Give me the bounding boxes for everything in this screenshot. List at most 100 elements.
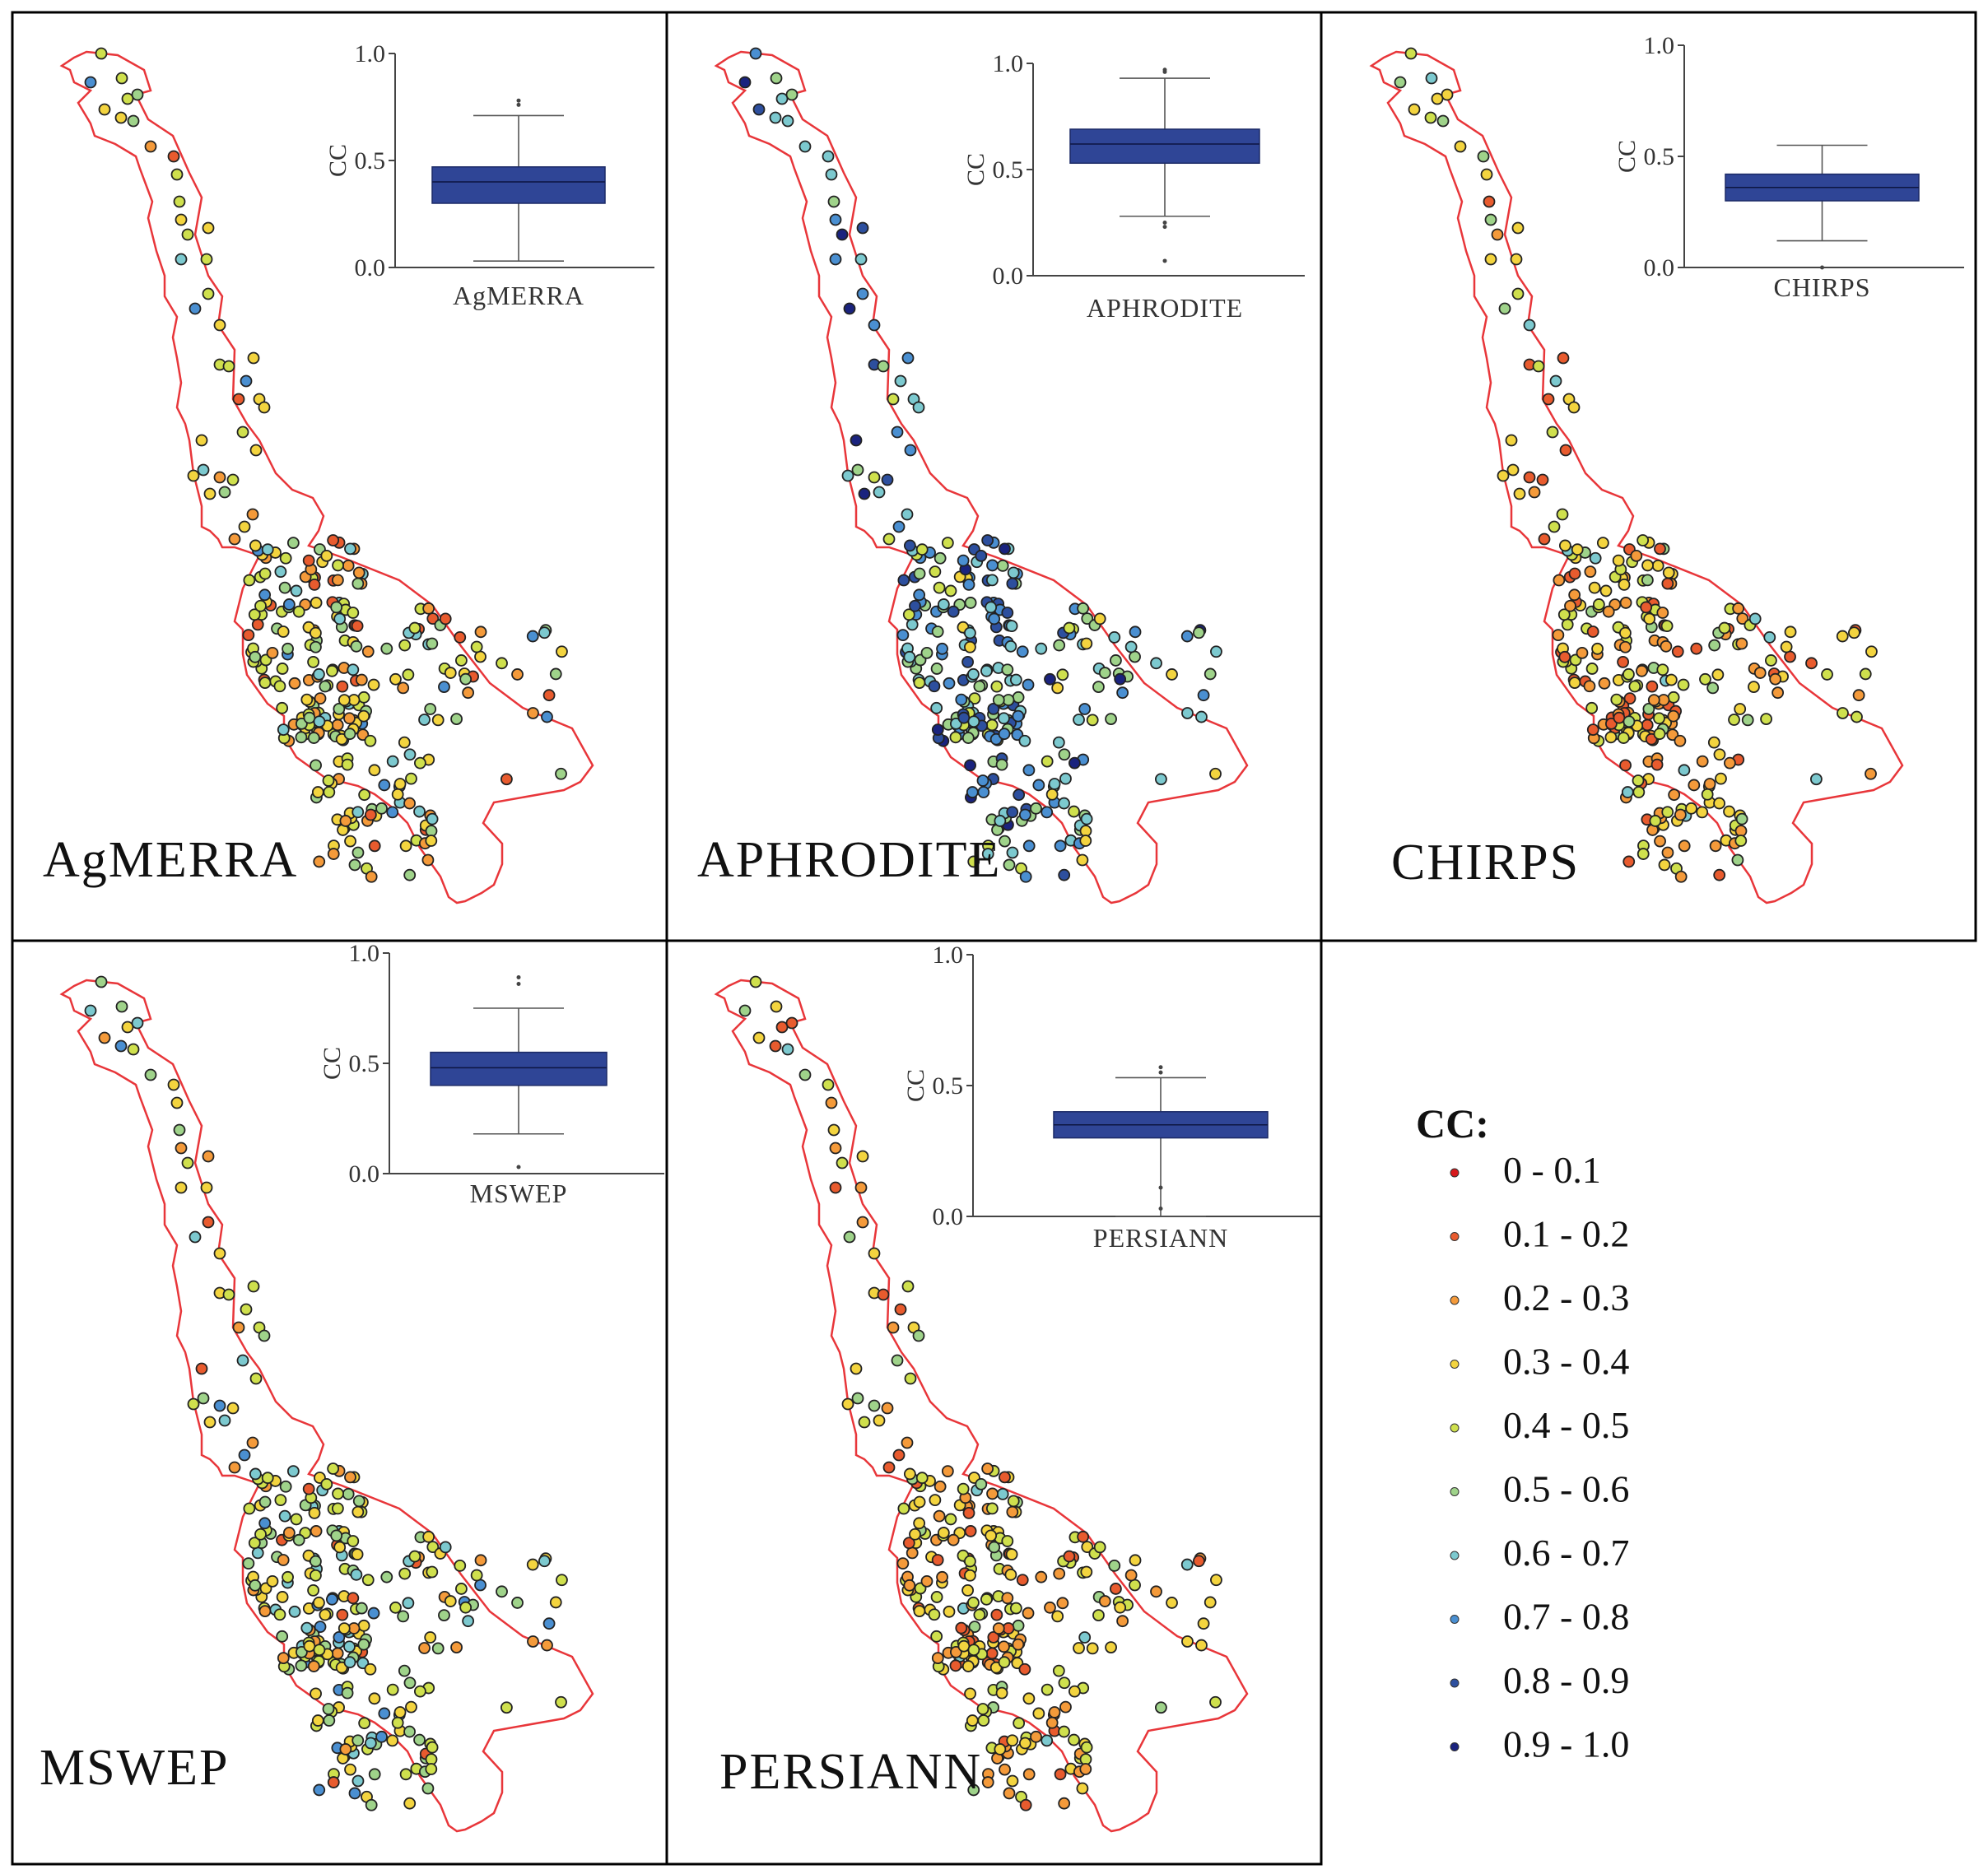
boxplot-y-label: CC (324, 144, 352, 177)
station-point (1004, 1568, 1017, 1581)
station-point (964, 1569, 976, 1582)
station-point (386, 1734, 399, 1747)
station-point (331, 1502, 344, 1515)
boxplot-y-label: CC (962, 153, 989, 186)
station-point (1561, 618, 1574, 631)
station-point (375, 1730, 388, 1743)
station-point (941, 1465, 954, 1478)
station-point (985, 1647, 999, 1660)
station-point (964, 759, 976, 772)
station-point (274, 1494, 287, 1507)
boxplot-inset: 0.0 0.5 1.0 CC PERSIANN (902, 942, 1320, 1253)
station-point (511, 1597, 524, 1609)
station-point (398, 736, 411, 749)
station-point (343, 1640, 356, 1653)
station-point (1653, 728, 1666, 741)
station-point (943, 1605, 956, 1618)
boxplot-inset: 0.0 0.5 1.0 CC CHIRPS (1613, 32, 1964, 302)
station-point (1210, 1574, 1222, 1587)
station-point (1155, 773, 1167, 786)
map-panel-chirps: 0.0 0.5 1.0 CC CHIRPS CHIRPS (1369, 32, 1964, 904)
station-point (127, 1043, 140, 1056)
map-panel-mswep: 0.0 0.5 1.0 CC MSWEP MSWEP (40, 942, 664, 1833)
station-point (1696, 755, 1709, 768)
panel-label: MSWEP (40, 1740, 229, 1796)
station-point (295, 731, 308, 744)
station-point (850, 1362, 863, 1375)
station-point (966, 786, 979, 798)
station-point (403, 1725, 416, 1738)
station-point (1041, 1683, 1054, 1696)
station-point (1006, 1774, 1019, 1788)
station-point (1424, 111, 1437, 124)
station-point (913, 1517, 926, 1530)
station-point (450, 1641, 463, 1654)
station-point (526, 1558, 539, 1571)
station-point (1558, 650, 1571, 663)
station-point (278, 581, 291, 594)
station-point (1001, 663, 1014, 677)
station-point (313, 667, 325, 681)
station-point (1045, 1716, 1059, 1729)
station-point (769, 1039, 782, 1053)
station-point (985, 1502, 999, 1515)
station-point (902, 1537, 915, 1550)
station-point (1618, 578, 1631, 591)
station-point (1674, 808, 1687, 821)
station-point (288, 677, 301, 690)
station-point (332, 559, 344, 572)
station-point (333, 612, 347, 625)
station-point (1641, 559, 1654, 572)
station-point (856, 287, 869, 300)
station-point (1592, 598, 1605, 611)
station-point (282, 1570, 294, 1583)
station-point (350, 1568, 363, 1581)
station-point (426, 637, 439, 650)
station-point (1542, 393, 1555, 406)
station-point (1022, 839, 1036, 853)
legend-item-label: 0.7 - 0.8 (1503, 1596, 1629, 1638)
station-point (251, 1546, 264, 1560)
station-point (1667, 709, 1680, 723)
station-point (868, 1247, 881, 1260)
station-point (1678, 839, 1691, 853)
station-point (342, 559, 355, 572)
station-point (949, 1659, 962, 1672)
station-point (399, 1768, 412, 1781)
station-point (1484, 213, 1497, 226)
station-point (1623, 855, 1636, 868)
station-point (1678, 764, 1691, 777)
station-point (1394, 76, 1407, 89)
station-point (310, 640, 322, 653)
station-point (1022, 1692, 1036, 1705)
station-point (1018, 808, 1031, 821)
station-point (975, 1477, 988, 1490)
station-point (348, 1787, 361, 1800)
station-point (500, 773, 513, 786)
station-point (343, 1656, 356, 1669)
station-point (1491, 228, 1504, 241)
station-point (1477, 150, 1490, 163)
station-point (266, 646, 279, 659)
station-point (313, 1596, 325, 1609)
boxplot-outlier (1162, 258, 1167, 263)
station-point (930, 701, 943, 714)
station-point (278, 1509, 291, 1523)
station-point (338, 694, 351, 707)
station-point (962, 578, 975, 591)
station-point (1612, 554, 1625, 567)
station-point (1780, 640, 1793, 653)
station-point (1078, 703, 1092, 715)
station-point (361, 1574, 375, 1587)
station-point (222, 360, 235, 373)
legend-swatch (1450, 1678, 1460, 1688)
station-point (1859, 667, 1872, 681)
boxplot-tick-label: 1.0 (1644, 32, 1675, 59)
station-point (1129, 1554, 1142, 1567)
station-point (413, 1685, 426, 1698)
boxplot-tick-label: 0.5 (349, 1050, 380, 1077)
station-point (877, 360, 890, 373)
station-point (274, 565, 287, 579)
station-point (941, 537, 954, 550)
